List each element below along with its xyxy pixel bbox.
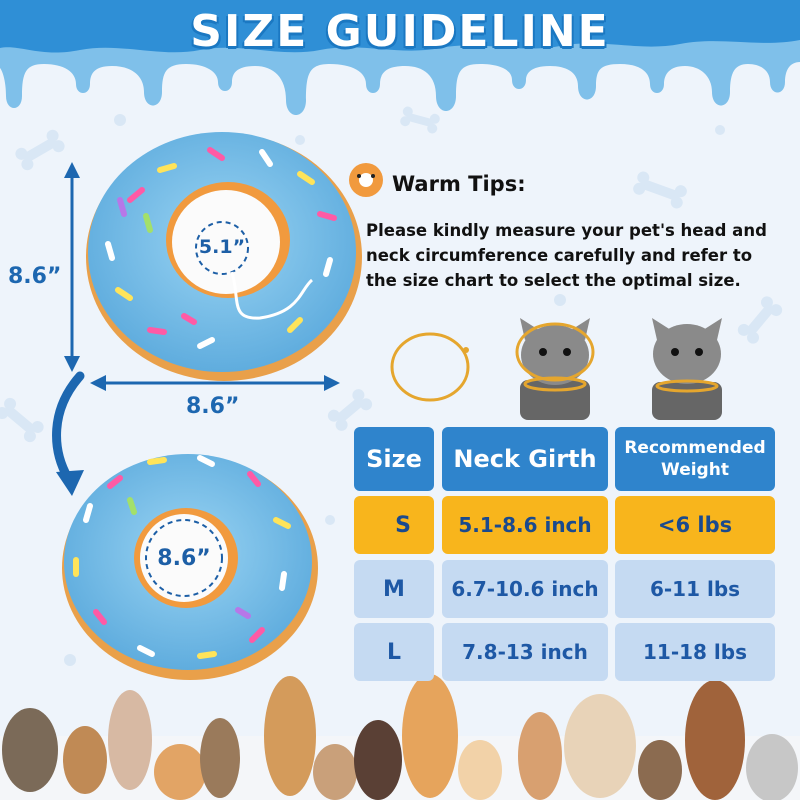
- row-l-girth: 7.8-13 inch: [442, 623, 608, 681]
- height-label: 8.6”: [8, 264, 62, 289]
- warm-tips-body: Please kindly measure your pet's head an…: [366, 221, 767, 290]
- header-neck-girth: Neck Girth: [442, 427, 608, 491]
- donut-collar-top: [86, 132, 362, 381]
- row-m-girth: 6.7-10.6 inch: [442, 560, 608, 618]
- row-s-weight: <6 lbs: [615, 496, 775, 554]
- inner-top-label: 5.1”: [198, 236, 246, 258]
- height-arrow: [64, 162, 80, 372]
- warm-tips-title: Warm Tips:: [392, 172, 526, 196]
- cat-neck-icon: [652, 318, 722, 420]
- cat-measure-head-icon: [515, 318, 595, 420]
- tape-loop-icon: [390, 332, 470, 402]
- header-recommended-weight: Recommended Weight: [615, 427, 775, 491]
- width-arrow: [90, 375, 340, 391]
- page-title: SIZE GUIDELINE: [190, 6, 610, 57]
- donut-mascot-icon: [349, 163, 383, 197]
- width-label: 8.6”: [186, 394, 240, 419]
- donut-collar-bottom: [62, 454, 318, 680]
- row-m-weight: 6-11 lbs: [615, 560, 775, 618]
- row-s-size: S: [354, 496, 434, 554]
- row-l-weight: 11-18 lbs: [615, 623, 775, 681]
- row-s-girth: 5.1-8.6 inch: [442, 496, 608, 554]
- curve-arrow-icon: [52, 371, 85, 483]
- row-l-size: L: [354, 623, 434, 681]
- inner-bottom-label: 8.6”: [157, 546, 211, 571]
- row-m-size: M: [354, 560, 434, 618]
- pets-strip: [0, 674, 800, 800]
- header-size: Size: [354, 427, 434, 491]
